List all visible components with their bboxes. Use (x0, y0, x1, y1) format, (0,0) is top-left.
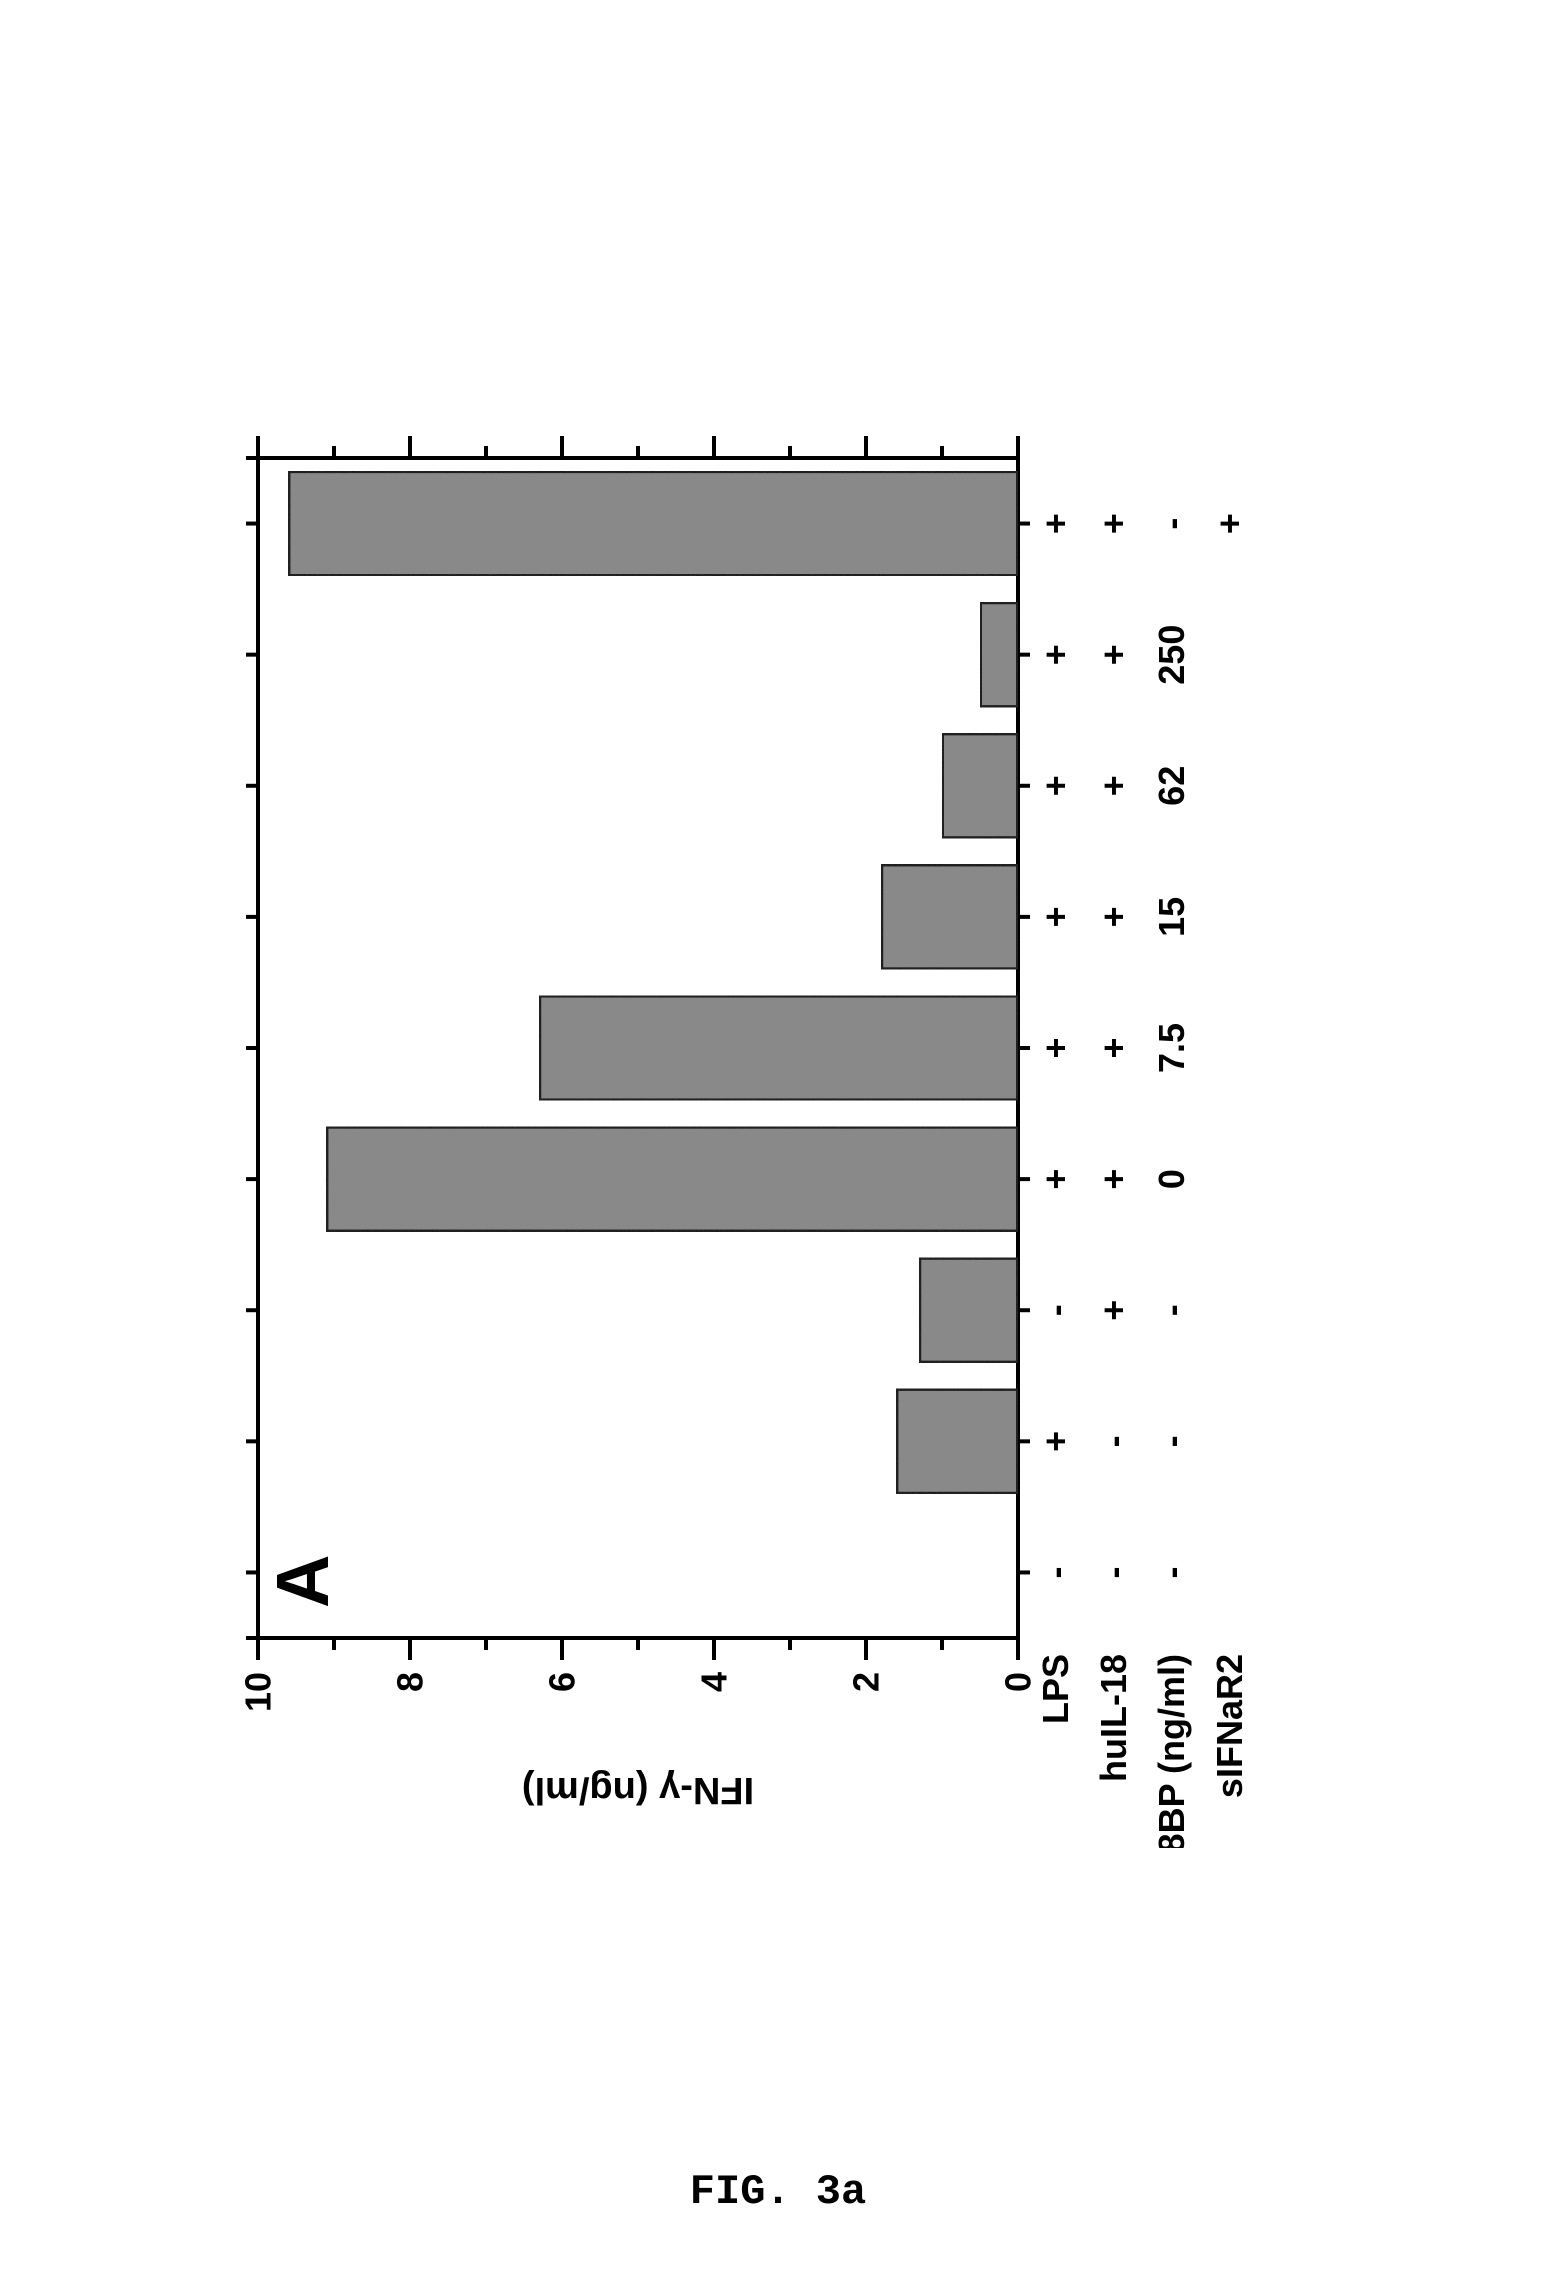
condition-cell: + (1035, 1431, 1076, 1452)
condition-cell: 7.5 (1151, 1023, 1192, 1073)
condition-cell: + (1093, 1300, 1134, 1321)
page: 0 2 4 6 8 10 IFN-γ (ng/ml) A LPS - + - + + + + + + huIL-18… (0, 0, 1556, 2276)
svg-text:0: 0 (998, 1672, 1039, 1692)
condition-cell: - (1151, 518, 1192, 530)
condition-cell: + (1093, 1037, 1134, 1058)
condition-cell: + (1035, 1169, 1076, 1190)
condition-cell: - (1151, 1435, 1192, 1447)
condition-cell: + (1035, 513, 1076, 534)
bar (980, 602, 1018, 707)
bar-chart: 0 2 4 6 8 10 IFN-γ (ng/ml) A LPS - + - + + + + + + huIL-18… (218, 428, 1338, 1848)
condition-cell: + (1035, 775, 1076, 796)
figure-caption: FIG. 3a (0, 2168, 1556, 2216)
condition-cell: 15 (1151, 897, 1192, 937)
svg-text:IFN-γ (ng/ml): IFN-γ (ng/ml) (522, 1769, 754, 1811)
condition-cell: - (1093, 1435, 1134, 1447)
condition-row-label: huIL-18 (1093, 1654, 1134, 1782)
svg-text:8: 8 (390, 1672, 431, 1692)
bar (326, 1127, 1018, 1232)
condition-cell: + (1209, 513, 1250, 534)
condition-cell: - (1035, 1566, 1076, 1578)
condition-cell: - (1035, 1304, 1076, 1316)
bar (288, 471, 1018, 576)
condition-row-label: LPS (1035, 1654, 1076, 1724)
chart-container: 0 2 4 6 8 10 IFN-γ (ng/ml) A LPS - + - + + + + + + huIL-18… (218, 428, 1338, 1848)
bar (942, 733, 1018, 838)
condition-cell: + (1035, 644, 1076, 665)
svg-text:4: 4 (694, 1672, 735, 1692)
condition-cell: + (1093, 644, 1134, 665)
panel-label: A (261, 1555, 344, 1608)
svg-text:10: 10 (238, 1672, 279, 1712)
condition-cell: + (1093, 1169, 1134, 1190)
condition-cell: + (1035, 1037, 1076, 1058)
condition-cell: 62 (1151, 766, 1192, 806)
condition-cell: 0 (1151, 1169, 1192, 1189)
bar (539, 996, 1018, 1101)
condition-cell: + (1093, 513, 1134, 534)
svg-text:6: 6 (542, 1672, 583, 1692)
condition-row-label: IL-18BP (ng/ml) (1151, 1654, 1192, 1848)
condition-cell: + (1093, 906, 1134, 927)
bar (881, 864, 1018, 969)
condition-cell: + (1093, 775, 1134, 796)
condition-cell: + (1035, 906, 1076, 927)
condition-row-label: sIFNaR2 (1209, 1654, 1250, 1798)
bar (896, 1389, 1018, 1494)
bar (919, 1258, 1018, 1363)
condition-cell: 250 (1151, 625, 1192, 685)
condition-cell: - (1093, 1566, 1134, 1578)
svg-text:2: 2 (846, 1672, 887, 1692)
condition-cell: - (1151, 1304, 1192, 1316)
condition-cell: - (1151, 1566, 1192, 1578)
